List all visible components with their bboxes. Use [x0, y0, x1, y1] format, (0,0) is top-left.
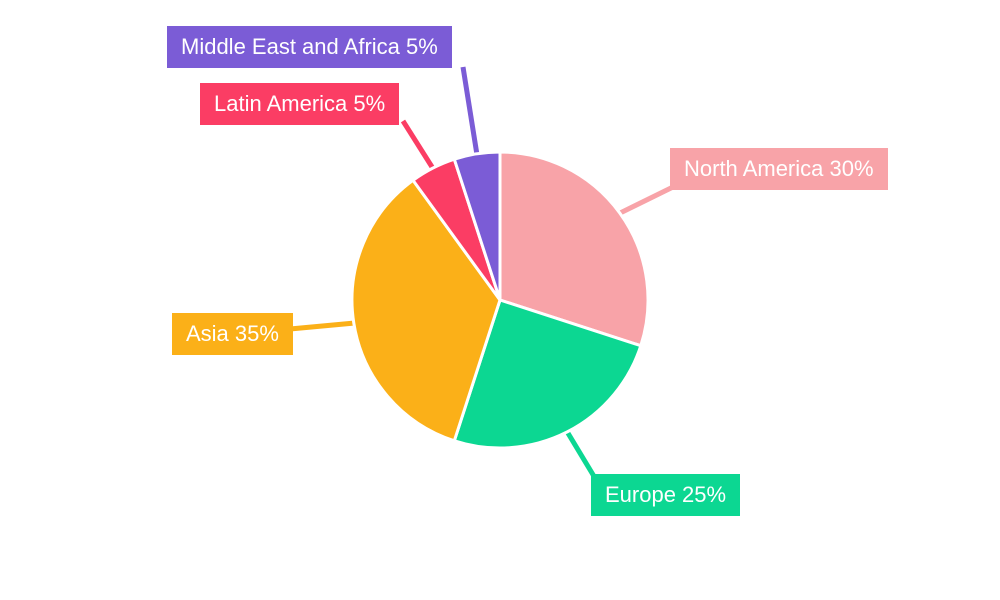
slice-label-1: Europe 25%	[591, 474, 741, 516]
leader-line-4	[460, 66, 480, 156]
slice-label-2: Asia 35%	[172, 313, 293, 355]
leader-line-1	[564, 429, 598, 480]
slice-label-0: North America 30%	[670, 148, 888, 190]
leader-line-0	[617, 184, 675, 216]
slice-label-4: Middle East and Africa 5%	[167, 26, 452, 68]
leader-line-2	[289, 320, 356, 332]
leader-line-3	[400, 119, 436, 171]
pie-slice-4	[452, 150, 502, 302]
leader-lines-group	[289, 66, 675, 480]
pie-slices-group	[350, 150, 650, 450]
slice-label-3: Latin America 5%	[200, 83, 400, 125]
pie-slice-2	[350, 178, 502, 443]
pie-slice-0	[498, 150, 650, 348]
pie-slice-1	[452, 298, 643, 450]
